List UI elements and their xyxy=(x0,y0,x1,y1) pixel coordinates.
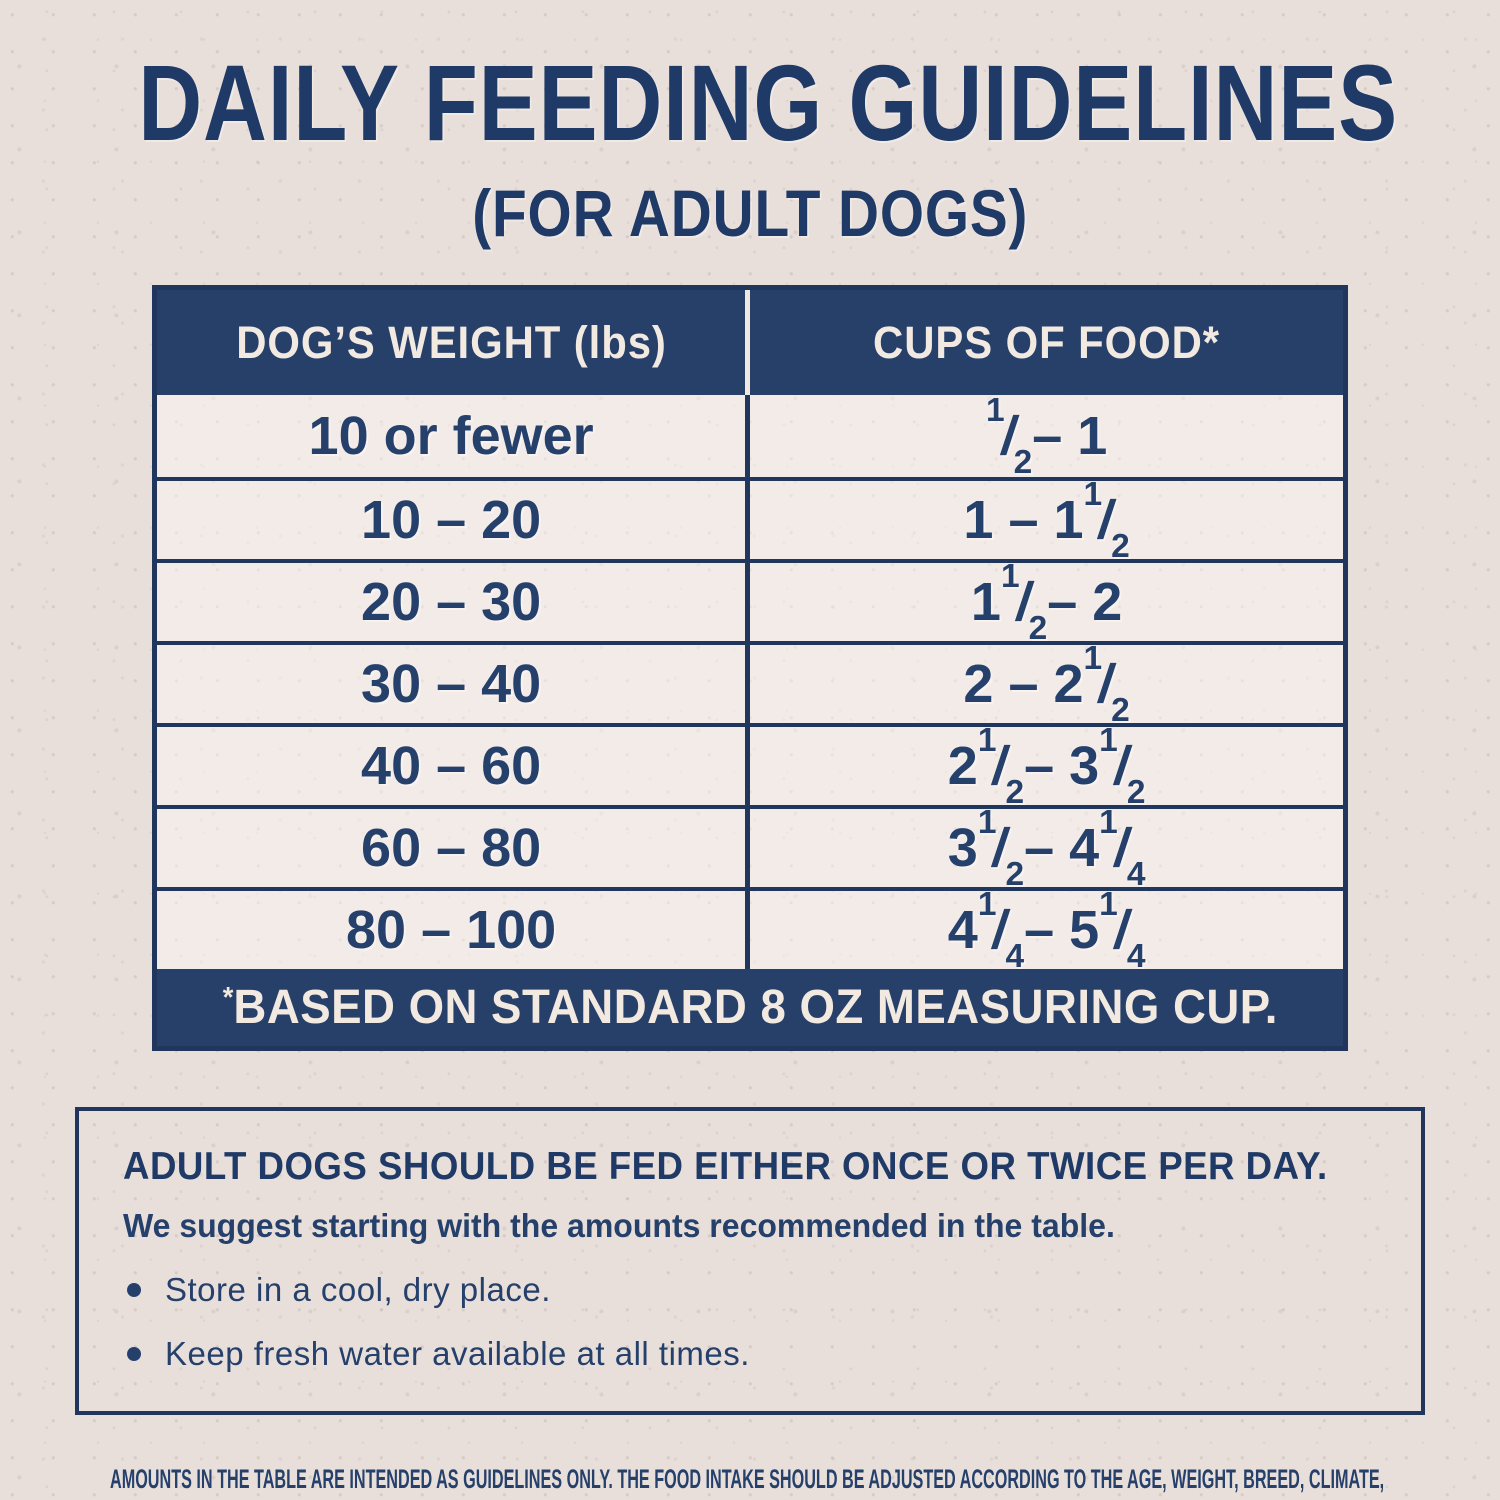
cups-cell: 2 1/2 – 3 1/2 xyxy=(745,724,1343,809)
info-heading: ADULT DOGS SHOULD BE FED EITHER ONCE OR … xyxy=(123,1145,1328,1188)
weight-cell: 40 – 60 xyxy=(361,736,542,796)
bullet-dot-icon xyxy=(127,1347,141,1361)
info-subheading: We suggest starting with the amounts rec… xyxy=(123,1207,1115,1244)
header-weight-label: DOG’S WEIGHT (lbs) xyxy=(235,316,667,368)
header-cell-weight: DOG’S WEIGHT (lbs) xyxy=(157,290,745,395)
cups-cell: 1 1/2 – 2 xyxy=(745,560,1343,645)
page-subtitle: (FOR ADULT DOGS) xyxy=(471,176,1029,250)
header-cups-label: CUPS OF FOOD* xyxy=(873,316,1221,368)
cups-cell: 2 – 2 1/2 xyxy=(745,642,1343,727)
weight-cell: 60 – 80 xyxy=(361,818,542,878)
cups-cell: 3 1/2 – 4 1/4 xyxy=(745,806,1343,891)
bullet-dot-icon xyxy=(127,1283,141,1297)
weight-cell: 10 or fewer xyxy=(308,406,594,466)
table-row: 40 – 60 2 1/2 – 3 1/2 xyxy=(157,723,1343,809)
table-body: 10 or fewer 1/2 – 1 10 – 20 1 – 1 1/2 20… xyxy=(157,394,1343,973)
cups-cell: 4 1/4 – 5 1/4 xyxy=(745,888,1343,973)
table-header-row: DOG’S WEIGHT (lbs) CUPS OF FOOD* xyxy=(157,290,1343,395)
weight-cell: 20 – 30 xyxy=(361,572,542,632)
cups-cell: 1 – 1 1/2 xyxy=(745,478,1343,563)
disclaimer-line: AMOUNTS IN THE TABLE ARE INTENDED AS GUI… xyxy=(110,1464,1385,1494)
weight-cell: 30 – 40 xyxy=(361,654,542,714)
page-title: DAILY FEEDING GUIDELINES xyxy=(138,42,1399,163)
disclaimer: AMOUNTS IN THE TABLE ARE INTENDED AS GUI… xyxy=(110,1459,1500,1500)
table-footnote-bar: *BASED ON STANDARD 8 OZ MEASURING CUP. xyxy=(157,969,1343,1046)
cups-cell: 1/2 – 1 xyxy=(745,394,1343,479)
weight-cell: 10 – 20 xyxy=(361,490,542,550)
care-info-box: ADULT DOGS SHOULD BE FED EITHER ONCE OR … xyxy=(75,1107,1425,1415)
table-row: 60 – 80 3 1/2 – 4 1/4 xyxy=(157,805,1343,891)
bullet-item: Keep fresh water available at all times. xyxy=(123,1335,1377,1373)
bullet-label: Store in a cool, dry place. xyxy=(165,1271,551,1308)
table-row: 20 – 30 1 1/2 – 2 xyxy=(157,559,1343,645)
feeding-table: DOG’S WEIGHT (lbs) CUPS OF FOOD* 10 or f… xyxy=(152,285,1348,1051)
table-row: 30 – 40 2 – 2 1/2 xyxy=(157,641,1343,727)
footnote-text: BASED ON STANDARD 8 OZ MEASURING CUP. xyxy=(233,981,1278,1034)
bullet-label: Keep fresh water available at all times. xyxy=(165,1335,750,1372)
weight-cell: 80 – 100 xyxy=(346,900,557,960)
table-row: 80 – 100 4 1/4 – 5 1/4 xyxy=(157,887,1343,973)
footnote-asterisk: * xyxy=(222,982,234,1015)
bullet-item: Store in a cool, dry place. xyxy=(123,1271,1377,1309)
footnote-text-wrap: *BASED ON STANDARD 8 OZ MEASURING CUP. xyxy=(222,980,1277,1035)
table-row: 10 – 20 1 – 1 1/2 xyxy=(157,477,1343,563)
header-cell-cups: CUPS OF FOOD* xyxy=(745,290,1343,395)
table-row: 10 or fewer 1/2 – 1 xyxy=(157,394,1343,479)
